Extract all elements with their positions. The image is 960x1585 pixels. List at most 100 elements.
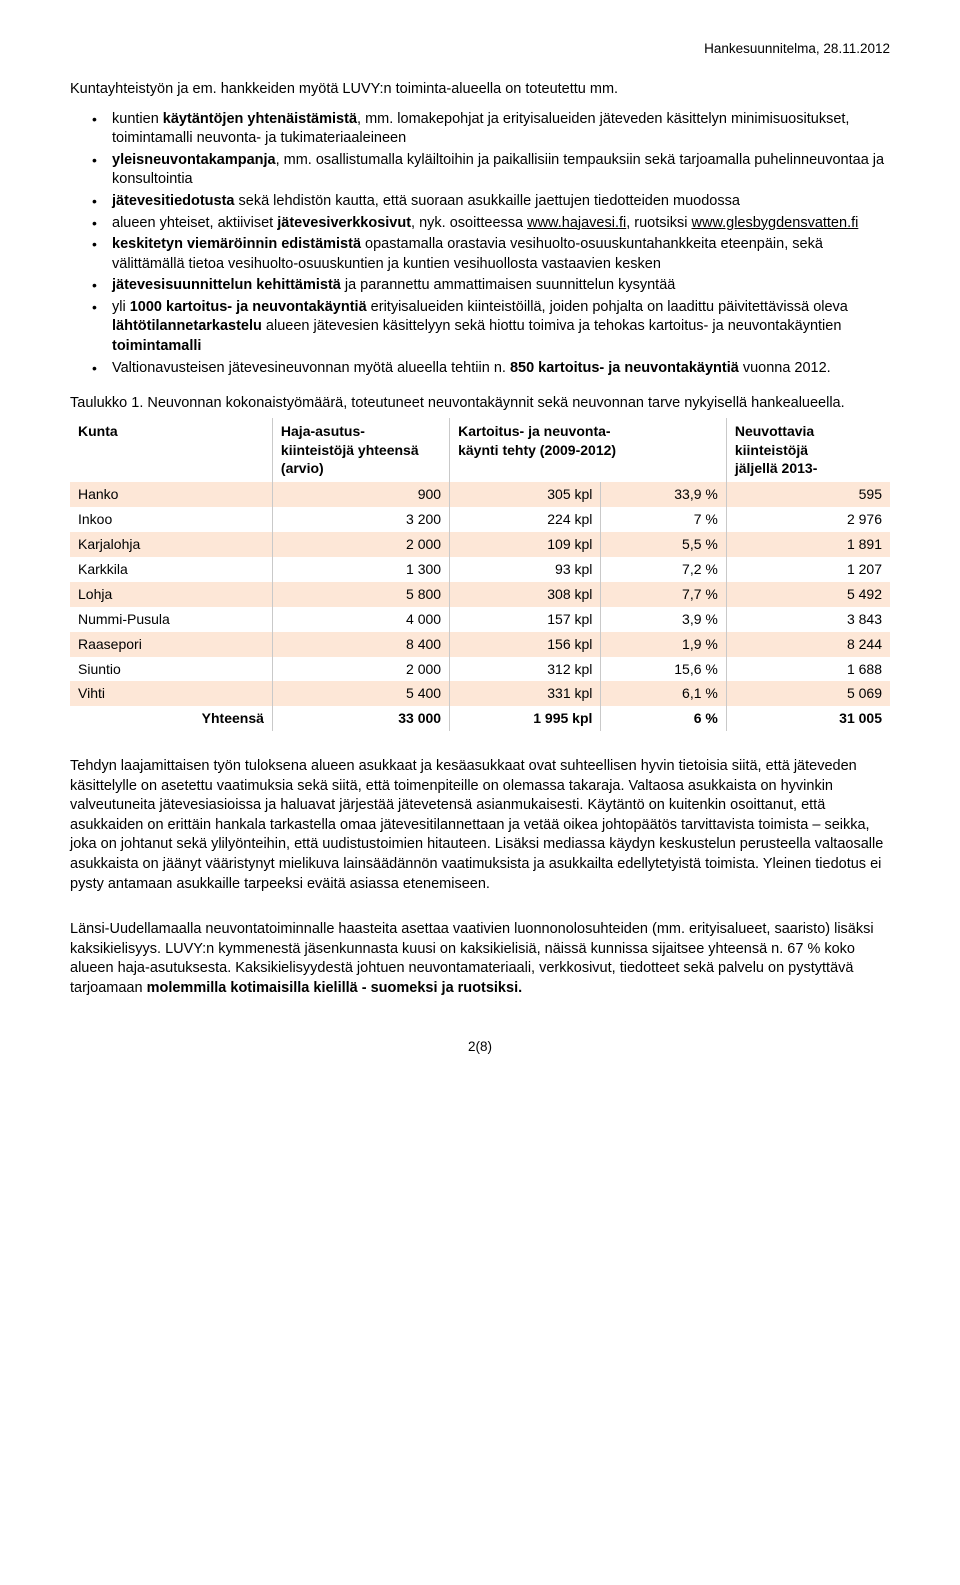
list-item: kuntien käytäntöjen yhtenäistämistä, mm.… [98,110,890,149]
intro-paragraph: Kuntayhteistyön ja em. hankkeiden myötä … [70,80,890,100]
link-hajavesi[interactable]: www.hajavesi.fi [527,215,626,231]
cell-total-label: Yhteensä [70,706,272,731]
document-page: Hankesuunnitelma, 28.11.2012 Kuntayhteis… [0,0,960,1087]
cell-remain: 8 244 [726,632,890,657]
cell-kpl: 305 kpl [450,482,601,507]
cell-remain: 595 [726,482,890,507]
cell-pct: 1,9 % [601,632,726,657]
bullet-text-bold3: toimintamalli [112,338,201,354]
hdr-line: jäljellä 2013- [735,460,818,476]
bullet-text-post: sekä lehdistön kautta, että suoraan asuk… [235,193,740,209]
cell-total: 5 800 [272,582,449,607]
cell-name: Karjalohja [70,532,272,557]
bullet-text-mid2: alueen jätevesien käsittelyyn sekä hiott… [262,318,842,334]
data-table: Kunta Haja-asutus- kiinteistöjä yhteensä… [70,418,890,732]
cell-kpl: 312 kpl [450,657,601,682]
list-item: alueen yhteiset, aktiiviset jätevesiverk… [98,214,890,234]
cell-pct: 15,6 % [601,657,726,682]
cell-remain: 5 069 [726,681,890,706]
cell-total: 2 000 [272,532,449,557]
col-haja-asutus: Haja-asutus- kiinteistöjä yhteensä (arvi… [272,418,449,483]
cell-remain: 1 891 [726,532,890,557]
cell-total-remain: 31 005 [726,706,890,731]
bullet-text-post: vuonna 2012. [739,360,831,376]
cell-pct: 5,5 % [601,532,726,557]
list-item: keskitetyn viemäröinnin edistämistä opas… [98,235,890,274]
header-dateline: Hankesuunnitelma, 28.11.2012 [70,40,890,58]
list-item: Valtionavusteisen jätevesineuvonnan myöt… [98,359,890,379]
bullet-text-pre: kuntien [112,111,163,127]
cell-pct: 3,9 % [601,607,726,632]
cell-kpl: 93 kpl [450,557,601,582]
table-row: Karjalohja2 000109 kpl5,5 %1 891 [70,532,890,557]
table-header-row: Kunta Haja-asutus- kiinteistöjä yhteensä… [70,418,890,483]
hdr-line: (arvio) [281,460,324,476]
hdr-line: kiinteistöjä yhteensä [281,442,419,458]
cell-remain: 2 976 [726,507,890,532]
cell-pct: 7,7 % [601,582,726,607]
cell-kpl: 331 kpl [450,681,601,706]
cell-pct: 7 % [601,507,726,532]
cell-kpl: 156 kpl [450,632,601,657]
hdr-line: Neuvottavia [735,423,814,439]
cell-kpl: 224 kpl [450,507,601,532]
cell-remain: 1 207 [726,557,890,582]
bullet-text-mid: erityisalueiden kiinteistöillä, joiden p… [367,299,848,315]
cell-kpl: 109 kpl [450,532,601,557]
cell-remain: 5 492 [726,582,890,607]
cell-total: 900 [272,482,449,507]
hdr-line: Kartoitus- ja neuvonta- [458,423,610,439]
bullet-text-pre: Valtionavusteisen jätevesineuvonnan myöt… [112,360,510,376]
cell-total-kpl: 1 995 kpl [450,706,601,731]
bullet-text-bold: jätevesitiedotusta [112,193,235,209]
paragraph-2: Länsi-Uudellamaalla neuvontatoiminnalle … [70,920,890,998]
cell-name: Inkoo [70,507,272,532]
col-kunta: Kunta [70,418,272,483]
bullet-text-bold2: lähtötilannetarkastelu [112,318,262,334]
cell-name: Karkkila [70,557,272,582]
bullet-text-pre: alueen yhteiset, aktiiviset [112,215,277,231]
cell-kpl: 308 kpl [450,582,601,607]
bullet-text-mid: , nyk. osoitteessa [411,215,527,231]
table-body: Hanko900305 kpl33,9 %595Inkoo3 200224 kp… [70,482,890,731]
cell-total-pct: 6 % [601,706,726,731]
table-total-row: Yhteensä33 0001 995 kpl6 %31 005 [70,706,890,731]
page-number: 2(8) [70,1038,890,1056]
cell-pct: 6,1 % [601,681,726,706]
table-row: Vihti5 400331 kpl6,1 %5 069 [70,681,890,706]
cell-total: 2 000 [272,657,449,682]
para2-bold: molemmilla kotimaisilla kielillä - suome… [147,980,523,996]
table-row: Nummi-Pusula4 000157 kpl3,9 %3 843 [70,607,890,632]
cell-name: Vihti [70,681,272,706]
table-row: Siuntio2 000312 kpl15,6 %1 688 [70,657,890,682]
table-row: Raasepori8 400156 kpl1,9 %8 244 [70,632,890,657]
cell-name: Nummi-Pusula [70,607,272,632]
cell-total: 4 000 [272,607,449,632]
list-item: jätevesisuunnittelun kehittämistä ja par… [98,276,890,296]
table-caption: Taulukko 1. Neuvonnan kokonaistyömäärä, … [70,394,890,414]
cell-name: Raasepori [70,632,272,657]
bullet-text-bold: keskitetyn viemäröinnin edistämistä [112,236,361,252]
bullet-text-bold: käytäntöjen yhtenäistämistä [163,111,357,127]
table-row: Hanko900305 kpl33,9 %595 [70,482,890,507]
bullet-text-bold: yleisneuvontakampanja [112,152,276,168]
list-item: jätevesitiedotusta sekä lehdistön kautta… [98,192,890,212]
bullet-text-bold: jätevesiverkkosivut [277,215,411,231]
hdr-line: käynti tehty (2009-2012) [458,442,616,458]
col-kartoitus: Kartoitus- ja neuvonta- käynti tehty (20… [450,418,727,483]
table-row: Inkoo3 200224 kpl7 %2 976 [70,507,890,532]
bullet-text-post: ja parannettu ammattimaisen suunnittelun… [341,277,676,293]
cell-remain: 3 843 [726,607,890,632]
cell-name: Hanko [70,482,272,507]
cell-total: 5 400 [272,681,449,706]
hdr-line: kiinteistöjä [735,442,808,458]
cell-total: 1 300 [272,557,449,582]
link-glesbygdensvatten[interactable]: www.glesbygdensvatten.fi [692,215,859,231]
paragraph-1: Tehdyn laajamittaisen työn tuloksena alu… [70,757,890,894]
cell-remain: 1 688 [726,657,890,682]
list-item: yleisneuvontakampanja, mm. osallistumall… [98,151,890,190]
table-row: Lohja5 800308 kpl7,7 %5 492 [70,582,890,607]
cell-name: Lohja [70,582,272,607]
cell-name: Siuntio [70,657,272,682]
cell-total-sum: 33 000 [272,706,449,731]
